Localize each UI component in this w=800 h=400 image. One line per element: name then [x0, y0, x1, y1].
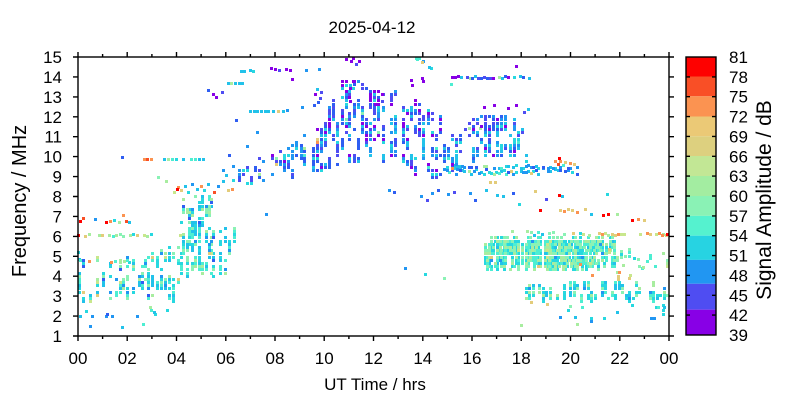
svg-text:20: 20: [561, 349, 580, 368]
svg-text:00: 00: [69, 349, 88, 368]
svg-text:42: 42: [729, 306, 748, 325]
svg-text:57: 57: [729, 207, 748, 226]
svg-text:2: 2: [53, 307, 62, 326]
svg-text:Signal Amplitude / dB: Signal Amplitude / dB: [753, 100, 776, 300]
svg-text:9: 9: [53, 168, 62, 187]
svg-text:11: 11: [44, 128, 62, 147]
svg-text:78: 78: [729, 68, 748, 87]
svg-text:81: 81: [729, 48, 748, 67]
svg-text:4: 4: [53, 267, 62, 286]
svg-text:60: 60: [729, 187, 748, 206]
svg-text:6: 6: [53, 227, 62, 246]
svg-text:51: 51: [729, 247, 748, 266]
svg-text:15: 15: [43, 48, 62, 67]
svg-text:1: 1: [53, 327, 62, 346]
svg-text:06: 06: [216, 349, 235, 368]
svg-text:13: 13: [43, 88, 62, 107]
svg-text:Frequency / MHz: Frequency / MHz: [9, 125, 31, 277]
svg-text:22: 22: [610, 349, 629, 368]
svg-text:12: 12: [364, 349, 383, 368]
svg-text:2025-04-12: 2025-04-12: [329, 18, 416, 37]
svg-text:63: 63: [729, 167, 748, 186]
svg-text:10: 10: [43, 148, 62, 167]
svg-text:10: 10: [315, 349, 334, 368]
svg-text:8: 8: [53, 188, 62, 207]
svg-text:66: 66: [729, 147, 748, 166]
svg-text:3: 3: [53, 287, 62, 306]
svg-text:48: 48: [729, 266, 748, 285]
svg-text:14: 14: [43, 68, 62, 87]
svg-text:72: 72: [729, 108, 748, 127]
svg-text:5: 5: [53, 247, 62, 266]
svg-text:18: 18: [512, 349, 531, 368]
svg-text:08: 08: [266, 349, 285, 368]
svg-text:69: 69: [729, 127, 748, 146]
svg-text:7: 7: [53, 207, 62, 226]
svg-text:45: 45: [729, 286, 748, 305]
svg-text:12: 12: [43, 108, 62, 127]
svg-text:UT Time / hrs: UT Time / hrs: [324, 375, 426, 394]
svg-text:16: 16: [463, 349, 482, 368]
svg-text:75: 75: [729, 88, 748, 107]
svg-text:54: 54: [729, 227, 748, 246]
svg-text:39: 39: [729, 326, 748, 345]
svg-text:00: 00: [660, 349, 679, 368]
svg-text:02: 02: [118, 349, 137, 368]
svg-text:14: 14: [413, 349, 432, 368]
svg-text:04: 04: [167, 349, 186, 368]
